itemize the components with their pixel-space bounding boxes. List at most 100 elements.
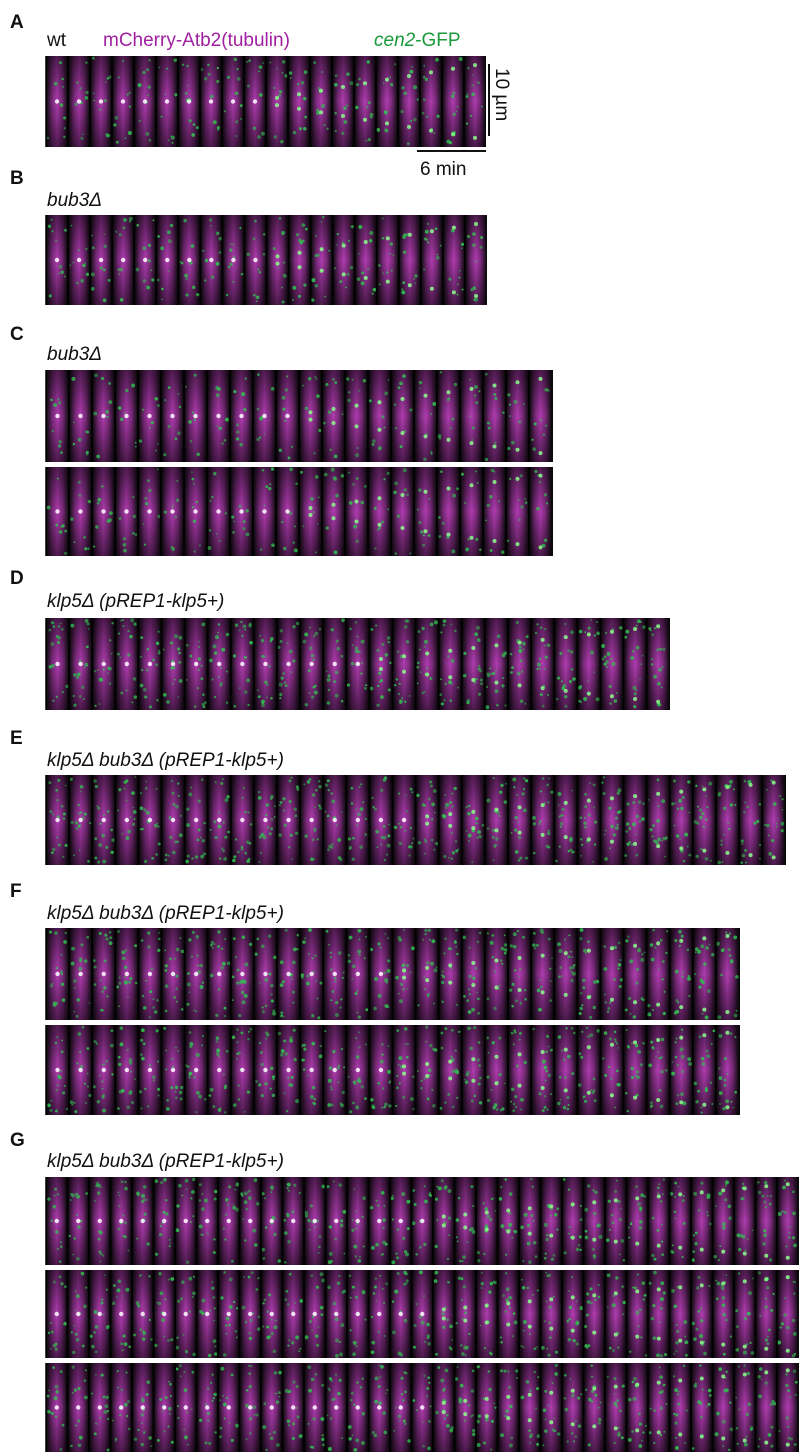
gfp-speckle (496, 704, 498, 706)
gfp-speckle (547, 832, 550, 835)
gfp-speckle (338, 1183, 342, 1187)
gfp-speckle (311, 1329, 313, 1331)
gfp-speckle (81, 137, 84, 140)
gfp-speckle (387, 937, 389, 939)
spot (425, 814, 429, 818)
gfp-speckle (618, 941, 621, 944)
spot (77, 99, 81, 103)
gfp-speckle (309, 646, 313, 650)
spot (425, 822, 429, 826)
gfp-speckle (57, 1248, 59, 1250)
gfp-speckle (325, 784, 328, 787)
gfp-speckle (327, 128, 329, 130)
gfp-speckle (308, 669, 311, 672)
gfp-speckle (144, 1213, 147, 1216)
gfp-speckle (281, 287, 283, 289)
gfp-speckle (304, 937, 306, 939)
gfp-speckle (551, 1258, 554, 1261)
gfp-speckle (316, 980, 318, 982)
gfp-speckle (265, 814, 267, 816)
gfp-speckle (546, 1348, 548, 1350)
spot (485, 1321, 489, 1325)
gfp-speckle (718, 1067, 720, 1069)
gfp-speckle (570, 979, 573, 982)
gfp-speckle (429, 498, 431, 500)
gfp-speckle (292, 991, 295, 994)
spot (549, 1327, 553, 1331)
gfp-speckle (609, 685, 612, 688)
gfp-speckle (285, 684, 288, 687)
gfp-speckle (423, 1243, 426, 1246)
gfp-speckle (504, 1178, 507, 1181)
gfp-speckle (143, 808, 146, 811)
gfp-speckle (260, 852, 262, 854)
gfp-speckle (375, 625, 377, 627)
gfp-speckle (494, 1210, 496, 1212)
gfp-speckle (133, 810, 137, 814)
gfp-speckle (449, 1324, 453, 1328)
gfp-speckle (258, 791, 260, 793)
gfp-speckle (424, 853, 426, 855)
gfp-speckle (429, 939, 431, 941)
gfp-speckle (465, 95, 468, 98)
gfp-speckle (463, 652, 466, 655)
spot (528, 1299, 532, 1303)
gfp-speckle (568, 1338, 572, 1342)
spot (379, 667, 383, 671)
gfp-speckle (278, 1259, 281, 1262)
gfp-speckle (402, 1096, 405, 1099)
spot (470, 536, 474, 540)
gfp-speckle (89, 1002, 91, 1004)
spot (471, 1079, 475, 1083)
gfp-speckle (152, 658, 155, 661)
gfp-speckle (99, 932, 102, 935)
gfp-speckle (103, 233, 105, 235)
gfp-speckle (673, 1353, 675, 1355)
gfp-speckle (351, 225, 354, 228)
gfp-speckle (639, 1220, 642, 1223)
spot (657, 1337, 661, 1341)
gfp-speckle (659, 1089, 662, 1092)
gfp-speckle (310, 1095, 314, 1099)
gfp-speckle (593, 1257, 596, 1260)
gfp-speckle (76, 1062, 78, 1064)
spot (356, 818, 360, 822)
gfp-speckle (383, 971, 386, 974)
gfp-speckle (295, 1099, 299, 1103)
gfp-speckle (456, 1097, 458, 1099)
gfp-speckle (489, 495, 493, 499)
gfp-speckle (124, 1221, 127, 1224)
gfp-speckle (356, 447, 358, 449)
gfp-speckle (498, 500, 500, 502)
spot (333, 662, 337, 666)
gfp-speckle (77, 1032, 81, 1036)
frame-shade (757, 1177, 777, 1265)
gfp-speckle (411, 791, 413, 793)
gfp-speckle (412, 1108, 414, 1110)
gfp-speckle (218, 623, 220, 625)
frame-shade (757, 1270, 777, 1358)
gfp-speckle (214, 1190, 217, 1193)
spot (541, 1050, 545, 1054)
gfp-speckle (238, 1014, 241, 1017)
gfp-speckle (341, 132, 344, 135)
gfp-speckle (461, 248, 463, 250)
gfp-speckle (377, 1204, 380, 1207)
spot (528, 1232, 532, 1236)
gfp-speckle (652, 1304, 655, 1307)
gfp-speckle (513, 786, 515, 788)
gfp-speckle (423, 65, 425, 67)
gfp-speckle (563, 1106, 566, 1109)
gfp-speckle (315, 1334, 318, 1337)
gfp-speckle (738, 1272, 740, 1274)
gfp-speckle (391, 1260, 395, 1264)
gfp-speckle (291, 1076, 294, 1079)
spot (430, 229, 434, 233)
gfp-speckle (315, 789, 318, 792)
gfp-speckle (368, 138, 371, 141)
gfp-speckle (227, 76, 230, 79)
gfp-speckle (487, 674, 490, 677)
gfp-speckle (451, 805, 453, 807)
spot (473, 63, 477, 67)
gfp-speckle (317, 838, 320, 841)
